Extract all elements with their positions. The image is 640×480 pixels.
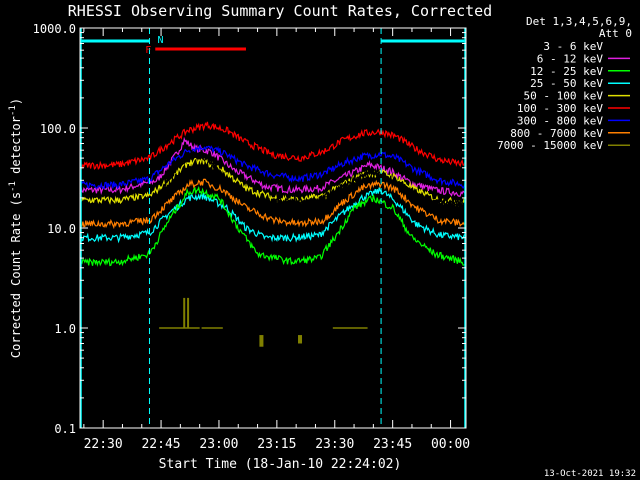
timestamp-label: 13-Oct-2021 19:32 — [544, 469, 636, 479]
legend-label-3: 25 - 50 keV — [530, 77, 603, 90]
x-tick-label-0: 22:30 — [84, 437, 123, 452]
x-tick-label-6: 00:00 — [431, 437, 470, 452]
y-tick-label-0: 1000.0 — [33, 22, 76, 36]
series-line-1 — [79, 136, 467, 197]
x-tick-label-5: 23:45 — [373, 437, 412, 452]
series-line-2 — [79, 185, 467, 268]
series-line-3-6keV — [79, 149, 467, 213]
y-axis-label: Corrected Count Rate (s-1 detector-1) — [8, 98, 23, 358]
x-tick-label-2: 23:00 — [199, 437, 238, 452]
flare-label: F — [145, 45, 151, 56]
legend-label-2: 12 - 25 keV — [530, 65, 603, 78]
olive-bar-0 — [259, 335, 264, 347]
series-line-7 — [79, 178, 467, 230]
legend-header-1: Det 1,3,4,5,6,9, — [526, 15, 632, 28]
series-line-6 — [79, 145, 467, 190]
x-tick-label-1: 22:45 — [141, 437, 180, 452]
series-line-4 — [79, 157, 467, 207]
series-line-5 — [79, 121, 467, 170]
x-axis-label: Start Time (18-Jan-10 22:24:02) — [159, 457, 402, 472]
legend-label-5: 100 - 300 keV — [517, 102, 603, 115]
legend-label-4: 50 - 100 keV — [524, 90, 604, 103]
y-tick-label-1: 100.0 — [40, 122, 76, 136]
y-tick-label-4: 0.1 — [54, 422, 76, 436]
legend-label-7: 800 - 7000 keV — [510, 127, 603, 140]
legend-label-1: 6 - 12 keV — [537, 52, 604, 65]
series-layer — [79, 121, 467, 347]
x-tick-label-3: 23:15 — [257, 437, 296, 452]
axis-layer: 1000.0 100.0 10.0 1.0 0.1 22:30 22:45 23:00 23:1… — [33, 22, 470, 452]
night-label: N — [157, 35, 163, 46]
legend-label-0: 3 - 6 keV — [543, 40, 603, 53]
series-line-3 — [79, 187, 467, 244]
y-tick-label-2: 10.0 — [47, 222, 76, 236]
chart-title: RHESSI Observing Summary Count Rates, Co… — [68, 2, 492, 20]
legend-label-6: 300 - 800 keV — [517, 114, 603, 127]
y-tick-label-3: 1.0 — [54, 322, 76, 336]
legend-header-2: Att 0 — [599, 27, 632, 40]
olive-bar-1 — [298, 335, 303, 344]
legend-label-8: 7000 - 15000 keV — [497, 139, 603, 152]
x-tick-label-4: 23:30 — [315, 437, 354, 452]
